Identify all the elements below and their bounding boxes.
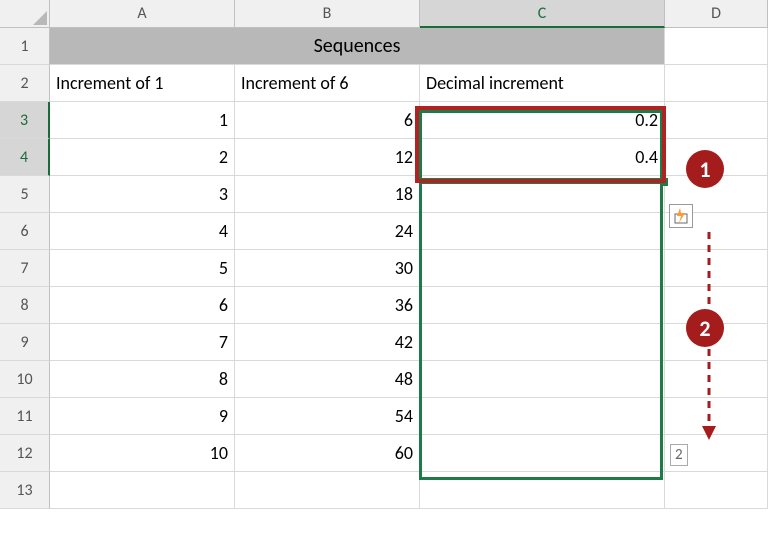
cell-d2[interactable] [665, 65, 768, 102]
cell-d6[interactable] [665, 213, 768, 250]
cell-b10[interactable]: 48 [235, 361, 420, 398]
table-row: 3160.2 [0, 102, 768, 139]
cell-a9[interactable]: 7 [50, 324, 235, 361]
cell-b4[interactable]: 12 [235, 139, 420, 176]
table-row: 9742 [0, 324, 768, 361]
cell-d13[interactable] [665, 472, 768, 509]
cell-c5[interactable] [420, 176, 665, 213]
column-header-row: A B C D [0, 0, 768, 28]
cell-d12[interactable] [665, 435, 768, 472]
table-row: 5318 [0, 176, 768, 213]
table-row: 6424 [0, 213, 768, 250]
cell-b2[interactable]: Increment of 6 [235, 65, 420, 102]
column-header-b[interactable]: B [235, 0, 420, 28]
cell-d9[interactable] [665, 324, 768, 361]
cell-d1[interactable] [665, 28, 768, 65]
table-row: 11954 [0, 398, 768, 435]
row-header[interactable]: 9 [0, 324, 50, 361]
cell-d11[interactable] [665, 398, 768, 435]
cell-a4[interactable]: 2 [50, 139, 235, 176]
select-all-corner[interactable] [0, 0, 50, 28]
cell-c6[interactable] [420, 213, 665, 250]
row-header[interactable]: 12 [0, 435, 50, 472]
cell-b12[interactable]: 60 [235, 435, 420, 472]
cell-d4[interactable] [665, 139, 768, 176]
title-cell[interactable]: Sequences [50, 28, 665, 65]
cell-b9[interactable]: 42 [235, 324, 420, 361]
spreadsheet-grid: A B C D 1 Sequences 2 Increment of 1 Inc… [0, 0, 768, 509]
cell-c10[interactable] [420, 361, 665, 398]
cell-c11[interactable] [420, 398, 665, 435]
row-header[interactable]: 10 [0, 361, 50, 398]
cell-c9[interactable] [420, 324, 665, 361]
table-row: 10848 [0, 361, 768, 398]
cell-d10[interactable] [665, 361, 768, 398]
column-header-c[interactable]: C [420, 0, 665, 28]
cell-b11[interactable]: 54 [235, 398, 420, 435]
cell-a2[interactable]: Increment of 1 [50, 65, 235, 102]
cell-b13[interactable] [235, 472, 420, 509]
cell-c12[interactable] [420, 435, 665, 472]
cell-a11[interactable]: 9 [50, 398, 235, 435]
cell-a5[interactable]: 3 [50, 176, 235, 213]
row-header[interactable]: 4 [0, 139, 50, 176]
cell-a6[interactable]: 4 [50, 213, 235, 250]
cell-b7[interactable]: 30 [235, 250, 420, 287]
cell-b8[interactable]: 36 [235, 287, 420, 324]
row-header[interactable]: 11 [0, 398, 50, 435]
table-row: 121060 [0, 435, 768, 472]
column-header-a[interactable]: A [50, 0, 235, 28]
data-rows: 3160.242120.4531864247530863697421084811… [0, 102, 768, 509]
cell-a8[interactable]: 6 [50, 287, 235, 324]
column-header-d[interactable]: D [665, 0, 768, 28]
cell-c13[interactable] [420, 472, 665, 509]
row-1: 1 Sequences [0, 28, 768, 65]
cell-b3[interactable]: 6 [235, 102, 420, 139]
cell-b6[interactable]: 24 [235, 213, 420, 250]
row-header[interactable]: 6 [0, 213, 50, 250]
cell-d7[interactable] [665, 250, 768, 287]
cell-a7[interactable]: 5 [50, 250, 235, 287]
cell-c3[interactable]: 0.2 [420, 102, 665, 139]
table-row: 13 [0, 472, 768, 509]
table-row: 7530 [0, 250, 768, 287]
row-header[interactable]: 7 [0, 250, 50, 287]
cell-d5[interactable] [665, 176, 768, 213]
cell-c7[interactable] [420, 250, 665, 287]
cell-c4[interactable]: 0.4 [420, 139, 665, 176]
cell-d3[interactable] [665, 102, 768, 139]
row-header[interactable]: 5 [0, 176, 50, 213]
row-header-2[interactable]: 2 [0, 65, 50, 102]
row-header-1[interactable]: 1 [0, 28, 50, 65]
cell-a12[interactable]: 10 [50, 435, 235, 472]
table-row: 42120.4 [0, 139, 768, 176]
cell-c2[interactable]: Decimal increment [420, 65, 665, 102]
row-header[interactable]: 3 [0, 102, 50, 139]
row-header[interactable]: 8 [0, 287, 50, 324]
cell-c8[interactable] [420, 287, 665, 324]
cell-a10[interactable]: 8 [50, 361, 235, 398]
cell-b5[interactable]: 18 [235, 176, 420, 213]
row-2: 2 Increment of 1 Increment of 6 Decimal … [0, 65, 768, 102]
cell-a13[interactable] [50, 472, 235, 509]
cell-a3[interactable]: 1 [50, 102, 235, 139]
row-header[interactable]: 13 [0, 472, 50, 509]
cell-d8[interactable] [665, 287, 768, 324]
table-row: 8636 [0, 287, 768, 324]
